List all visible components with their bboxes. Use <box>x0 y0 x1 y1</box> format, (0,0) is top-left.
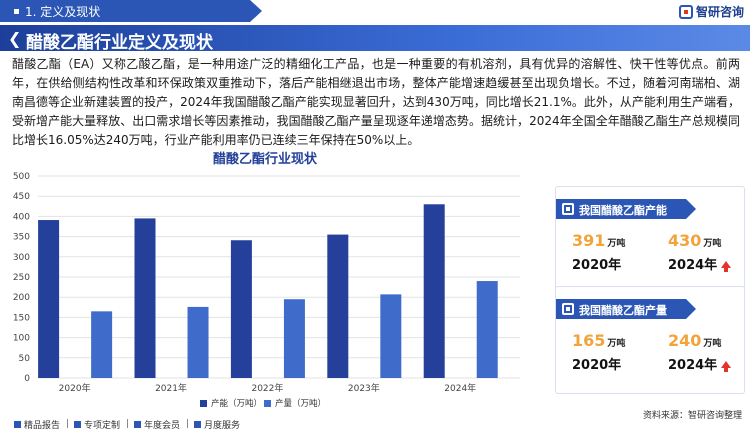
capacity-2024-year: 2024年 <box>668 258 718 273</box>
output-2024: 240 万吨 2024年 <box>668 331 738 373</box>
y-tick-label: 300 <box>13 253 30 263</box>
output-2024-value: 240 <box>668 331 702 350</box>
capacity-card-header: 我国醋酸乙酯产能 <box>556 199 696 219</box>
x-tick-label: 2024年 <box>444 382 476 394</box>
square-bullet-icon <box>194 421 201 428</box>
title-bar: ❮ 醋酸乙酯行业定义及现状 <box>0 25 750 53</box>
footer-item-label: 月度服务 <box>204 421 241 431</box>
capacity-2020: 391 万吨 2020年 <box>572 231 642 273</box>
legend-label: 产量（万吨） <box>275 398 326 409</box>
y-tick-label: 50 <box>19 354 31 364</box>
square-bullet-icon <box>14 421 21 428</box>
output-2024-year: 2024年 <box>668 358 718 373</box>
square-bullet-icon <box>14 9 19 14</box>
output-bar <box>380 294 402 378</box>
y-tick-label: 400 <box>13 212 30 222</box>
output-2020-value: 165 <box>572 331 606 350</box>
y-tick-label: 350 <box>13 233 30 243</box>
capacity-card: 我国醋酸乙酯产能 391 万吨 2020年 430 万吨 2024年 <box>555 186 745 294</box>
breadcrumb-label-wrap: 1. 定义及现状 <box>14 3 100 20</box>
source-note: 资料来源：智研咨询整理 <box>642 411 742 421</box>
capacity-card-title: 我国醋酸乙酯产能 <box>579 204 667 217</box>
output-bar <box>476 281 498 378</box>
x-tick-label: 2022年 <box>251 382 283 394</box>
divider: | <box>126 419 130 429</box>
output-bar <box>187 306 209 378</box>
double-chevron-icon: ❮ <box>8 29 22 48</box>
output-2024-unit: 万吨 <box>703 339 722 349</box>
arrow-up-icon <box>721 261 732 272</box>
breadcrumb-label: 1. 定义及现状 <box>25 5 101 19</box>
footer-item-label: 专项定制 <box>84 421 121 431</box>
arrow-up-icon <box>721 361 732 372</box>
footer-item-membership[interactable]: 年度会员 <box>134 418 180 431</box>
capacity-2020-value: 391 <box>572 231 606 250</box>
brand-name: 智研咨询 <box>695 5 744 19</box>
output-2020: 165 万吨 2020年 <box>572 331 642 373</box>
x-tick-label: 2021年 <box>155 382 187 394</box>
capacity-2020-year: 2020年 <box>572 258 622 273</box>
square-bullet-icon <box>134 421 141 428</box>
capacity-2024: 430 万吨 2024年 <box>668 231 738 273</box>
breadcrumb: 1. 定义及现状 智研咨询 <box>0 0 750 22</box>
square-bullet-icon <box>74 421 81 428</box>
output-bar <box>91 311 113 378</box>
footer-item-label: 年度会员 <box>144 421 181 431</box>
y-tick-label: 0 <box>24 374 30 384</box>
output-bar <box>283 299 305 378</box>
y-tick-label: 450 <box>13 192 30 202</box>
capacity-bar <box>423 204 445 378</box>
footer-item-label: 精品报告 <box>24 421 61 431</box>
output-2020-unit: 万吨 <box>607 339 626 349</box>
capacity-bar <box>134 218 156 378</box>
capacity-bar <box>230 240 252 378</box>
x-tick-label: 2020年 <box>59 382 91 394</box>
page-title: 醋酸乙酯行业定义及现状 <box>26 33 213 53</box>
output-2020-year: 2020年 <box>572 358 622 373</box>
divider: | <box>186 419 190 429</box>
footer-item-custom[interactable]: 专项定制 <box>74 418 120 431</box>
footer: 精品报告 | 专项定制 | 年度会员 | 月度服务 <box>0 418 750 432</box>
output-card-title: 我国醋酸乙酯产量 <box>579 304 667 317</box>
chart-icon <box>562 203 574 215</box>
footer-item-reports[interactable]: 精品报告 <box>14 418 60 431</box>
output-2024-year-wrap: 2024年 <box>668 354 738 373</box>
y-tick-label: 150 <box>13 313 30 323</box>
x-tick-label: 2023年 <box>348 382 380 394</box>
legend-swatch <box>264 400 271 407</box>
legend-swatch <box>200 400 207 407</box>
output-card: 我国醋酸乙酯产量 165 万吨 2020年 240 万吨 2024年 <box>555 286 745 394</box>
y-tick-label: 100 <box>13 334 30 344</box>
bar-chart: 0 50 100 150 200 250 300 350 400 450 500 2020年 2021年… <box>13 172 520 409</box>
divider: | <box>66 419 70 429</box>
legend-label: 产能（万吨） <box>211 398 262 409</box>
chart-title: 醋酸乙酯行业现状 <box>212 152 317 167</box>
brand-mark-icon <box>678 5 693 19</box>
description-paragraph: 醋酸乙酯（EA）又称乙酸乙酯，是一种用途广泛的精细化工产品，也是一种重要的有机溶… <box>12 57 740 147</box>
y-tick-label: 200 <box>13 293 30 303</box>
capacity-bar <box>38 220 60 378</box>
capacity-2024-unit: 万吨 <box>703 239 722 249</box>
capacity-2020-unit: 万吨 <box>607 239 626 249</box>
capacity-2024-year-wrap: 2024年 <box>668 254 738 273</box>
breadcrumb-bar: 1. 定义及现状 <box>0 0 262 22</box>
footer-item-monthly[interactable]: 月度服务 <box>194 418 240 431</box>
capacity-bar <box>327 234 349 378</box>
brand-logo: 智研咨询 <box>678 3 744 20</box>
y-tick-label: 500 <box>13 172 30 182</box>
chart-icon <box>562 303 574 315</box>
output-card-header: 我国醋酸乙酯产量 <box>556 299 696 319</box>
y-tick-label: 250 <box>13 273 30 283</box>
capacity-2024-value: 430 <box>668 231 702 250</box>
